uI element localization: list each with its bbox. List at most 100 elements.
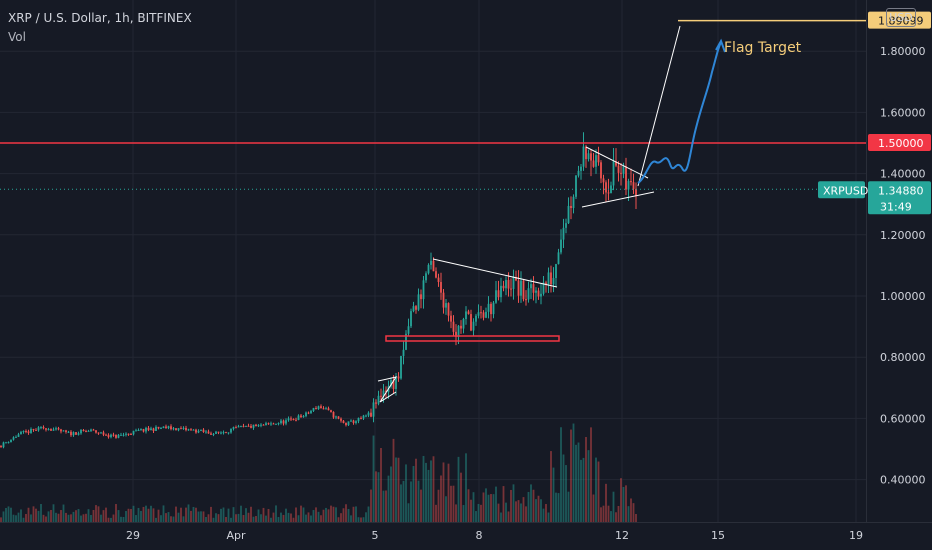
currency-unit-button[interactable]: USD — [886, 8, 916, 27]
volume-bar — [322, 509, 325, 522]
candle-body — [567, 205, 570, 224]
candle-body — [175, 428, 177, 431]
candle-body — [625, 166, 627, 190]
time-tick-label: 5 — [372, 529, 379, 542]
candle-body — [295, 419, 297, 421]
volume-bar — [465, 453, 467, 522]
volume-bar — [185, 507, 187, 522]
volume-bar — [355, 506, 357, 522]
volume-bar — [182, 516, 185, 522]
candle-body — [300, 415, 302, 418]
volume-bar — [585, 437, 587, 522]
candle-body — [460, 325, 462, 329]
volume-bar — [557, 493, 560, 522]
candle-body — [177, 428, 180, 431]
candle-body — [350, 420, 352, 422]
volume-bar — [595, 457, 597, 522]
volume-bar — [192, 506, 195, 522]
volume-bar — [505, 502, 507, 522]
candle-body — [255, 424, 257, 427]
candle-body — [67, 431, 70, 433]
volume-bar — [5, 508, 7, 522]
volume-bar — [147, 508, 150, 522]
volume-bar — [477, 503, 480, 522]
volume-bar — [137, 507, 140, 522]
candle-body — [77, 433, 80, 435]
volume-bar — [90, 515, 92, 522]
candle-body — [120, 434, 122, 436]
candle-body — [207, 431, 210, 434]
candle-body — [375, 402, 377, 404]
volume-bar — [605, 483, 607, 522]
time-tick-label: 29 — [126, 529, 140, 542]
volume-bar — [577, 442, 580, 522]
candle-body — [22, 430, 25, 432]
candle-body — [287, 418, 290, 421]
price-candles — [0, 132, 637, 449]
candle-body — [132, 430, 135, 435]
volume-bar — [392, 438, 395, 522]
candle-body — [70, 431, 72, 436]
volume-bar — [627, 506, 630, 522]
candle-body — [365, 415, 367, 417]
volume-bar — [130, 509, 132, 522]
candle-body — [402, 349, 405, 357]
candle-body — [172, 428, 175, 430]
candle-body — [130, 434, 132, 436]
time-axis[interactable]: 29 Apr 5 8 12 15 19 — [0, 522, 932, 543]
volume-bar — [405, 464, 407, 522]
volume-bar — [572, 423, 575, 522]
volume-bar — [55, 512, 57, 522]
candle-body — [487, 303, 490, 312]
candle-body — [572, 196, 575, 209]
volume-bar — [270, 517, 272, 522]
volume-bar — [120, 516, 122, 522]
price-axis[interactable]: 0.40000 0.60000 0.80000 1.00000 1.20000 1.400… — [818, 0, 931, 522]
candle-body — [400, 356, 402, 379]
candle-body — [322, 408, 325, 410]
time-tick-label: 19 — [849, 529, 863, 542]
candle-body — [182, 427, 185, 429]
symbol-title[interactable]: XRP / U.S. Dollar, 1h, BITFINEX — [8, 11, 192, 25]
volume-bar — [510, 489, 512, 522]
volume-bar — [622, 486, 625, 522]
candle-body — [615, 161, 617, 166]
candle-body — [112, 434, 115, 436]
volume-bar — [70, 514, 72, 522]
candle-body — [560, 239, 562, 253]
candle-body — [150, 428, 152, 431]
candle-body — [40, 427, 42, 429]
candle-body — [270, 423, 272, 425]
candle-body — [337, 416, 340, 419]
candle-body — [15, 436, 17, 438]
measured-move-line — [637, 25, 681, 187]
candle-body — [510, 288, 512, 290]
volume-bar — [360, 517, 362, 522]
candle-body — [190, 429, 192, 431]
candle-body — [497, 290, 500, 298]
volume-bar — [532, 489, 535, 522]
volume-bar — [265, 515, 267, 522]
volume-bar — [292, 517, 295, 522]
candle-body — [80, 430, 82, 434]
candle-body — [220, 432, 222, 434]
price-tick-label: 1.40000 — [880, 168, 926, 181]
volume-bar — [80, 515, 82, 522]
candle-body — [570, 205, 572, 209]
candle-body — [152, 428, 155, 431]
volume-bar — [202, 511, 205, 522]
candle-body — [90, 429, 92, 431]
volume-bar — [22, 517, 25, 522]
candle-body — [127, 433, 130, 435]
candle-body — [325, 408, 327, 410]
candle-body — [565, 223, 567, 228]
candle-body — [477, 312, 480, 316]
volume-bar — [232, 507, 235, 522]
candle-body — [635, 188, 637, 196]
candle-body — [305, 412, 307, 417]
candle-body — [242, 425, 245, 427]
candle-body — [285, 420, 287, 424]
volume-bar — [312, 510, 315, 522]
volume-indicator-label[interactable]: Vol — [8, 30, 26, 44]
